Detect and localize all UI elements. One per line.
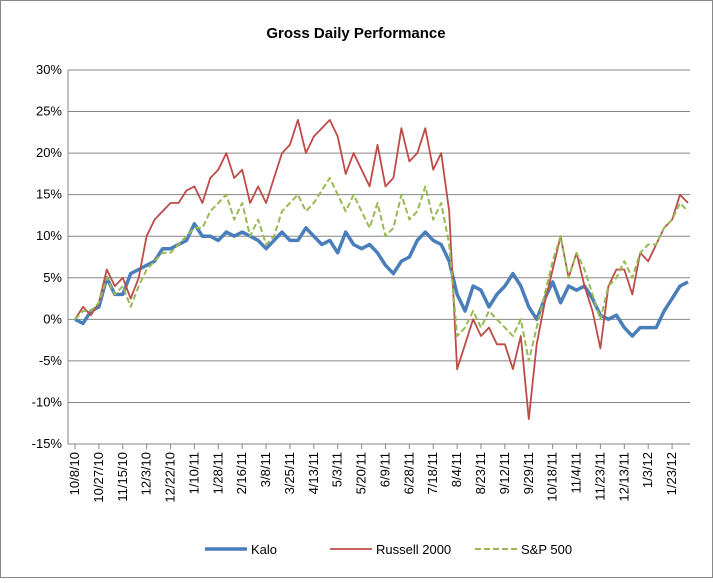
- legend-label: Russell 2000: [376, 542, 451, 557]
- y-tick-label: 30%: [36, 62, 62, 77]
- legend-label: Kalo: [251, 542, 277, 557]
- x-tick-label: 10/18/11: [545, 452, 560, 502]
- x-tick-label: 1/10/11: [186, 452, 201, 494]
- x-tick-label: 12/13/11: [616, 452, 631, 502]
- y-tick-label: -5%: [39, 353, 63, 368]
- chart-title: Gross Daily Performance: [266, 25, 445, 42]
- x-tick-label: 7/18/11: [425, 452, 440, 494]
- x-tick-label: 11/15/10: [115, 452, 130, 502]
- x-tick-label: 12/3/10: [139, 452, 154, 495]
- x-tick-label: 9/12/11: [497, 452, 512, 494]
- x-tick-label: 1/23/12: [664, 452, 679, 495]
- x-tick-label: 10/8/10: [67, 452, 82, 495]
- y-tick-label: -10%: [32, 394, 63, 409]
- x-tick-label: 6/28/11: [401, 452, 416, 494]
- x-tick-label: 2/16/11: [234, 452, 249, 494]
- x-tick-label: 8/4/11: [449, 452, 464, 487]
- x-tick-label: 3/25/11: [282, 452, 297, 494]
- legend-label: S&P 500: [521, 542, 572, 557]
- x-tick-label: 8/23/11: [473, 452, 488, 494]
- x-tick-label: 5/3/11: [330, 452, 345, 487]
- x-tick-label: 9/29/11: [521, 452, 536, 494]
- y-tick-label: 25%: [36, 104, 62, 119]
- x-tick-label: 12/22/10: [163, 452, 178, 503]
- x-tick-label: 6/9/11: [377, 452, 392, 487]
- x-tick-label: 10/27/10: [91, 452, 106, 503]
- y-tick-label: 15%: [36, 187, 62, 202]
- y-tick-label: 20%: [36, 145, 62, 160]
- y-tick-label: -15%: [32, 436, 63, 451]
- x-tick-label: 1/3/12: [640, 452, 655, 488]
- x-tick-label: 4/13/11: [306, 452, 321, 494]
- x-tick-label: 1/28/11: [210, 452, 225, 494]
- y-tick-label: 5%: [43, 270, 62, 285]
- y-tick-label: 10%: [36, 228, 62, 243]
- y-tick-label: 0%: [43, 311, 62, 326]
- series-line: [74, 177, 689, 362]
- x-tick-label: 11/23/11: [592, 452, 607, 501]
- x-tick-label: 5/20/11: [354, 452, 369, 494]
- x-tick-label: 11/4/11: [569, 452, 584, 493]
- series-line: [74, 119, 689, 420]
- x-tick-label: 3/8/11: [258, 452, 273, 487]
